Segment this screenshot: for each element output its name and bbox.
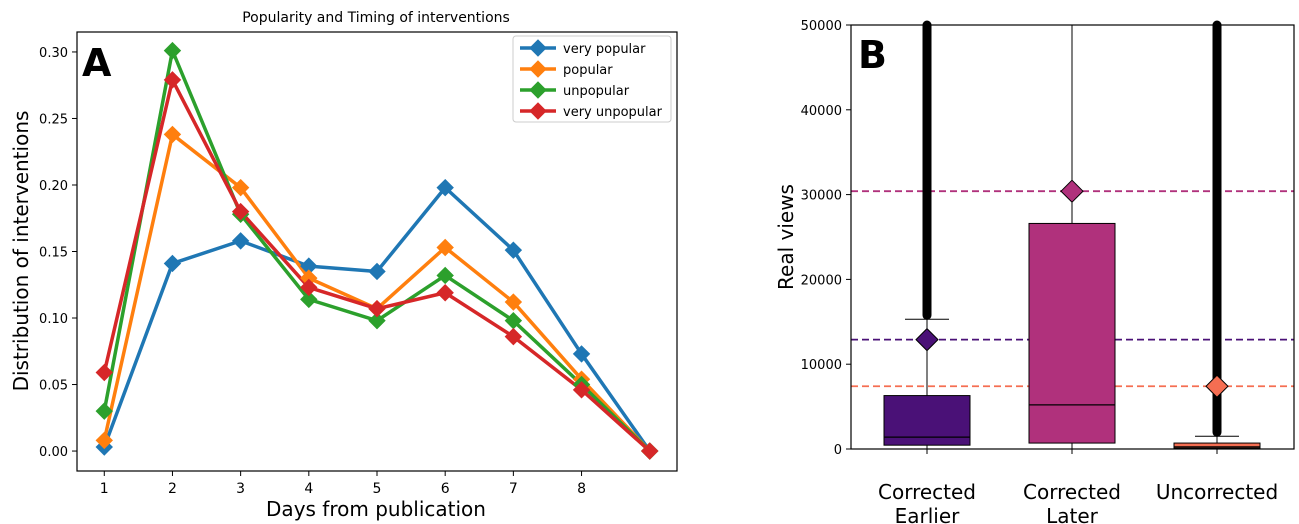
data-point-very-popular xyxy=(572,345,591,363)
mean-marker xyxy=(915,327,939,352)
x-tick-label: Later xyxy=(1046,504,1099,524)
x-tick-label: Corrected xyxy=(878,480,976,504)
data-point-popular xyxy=(95,431,113,450)
y-tick-label: 0.15 xyxy=(39,246,68,261)
legend-label-very-popular: very popular xyxy=(563,42,646,57)
y-tick-label: 50000 xyxy=(801,19,842,34)
y-tick-label: 0.25 xyxy=(39,112,68,127)
y-tick-label: 0 xyxy=(834,443,842,458)
x-tick-label: 8 xyxy=(577,481,586,497)
data-point-very-popular xyxy=(504,241,523,259)
boxes xyxy=(883,20,1261,450)
y-axis-label: Real views xyxy=(774,184,798,290)
x-tick-label: Earlier xyxy=(895,504,961,524)
plot-frame xyxy=(850,24,1295,450)
data-point-very-unpopular xyxy=(300,278,318,297)
data-point-very-popular xyxy=(436,178,454,197)
mean-marker xyxy=(1205,374,1229,398)
x-tick-label: 1 xyxy=(100,481,109,497)
data-point-very-unpopular xyxy=(504,327,523,346)
data-point-very-unpopular xyxy=(163,71,182,89)
panel-label-b: B xyxy=(858,33,887,77)
data-point-unpopular xyxy=(300,290,318,309)
legend-box xyxy=(512,35,672,123)
legend-marker-very-popular xyxy=(529,39,547,57)
legend-label-popular: popular xyxy=(563,63,613,78)
legend-label-very-unpopular: very unpopular xyxy=(563,105,663,120)
x-tick-label: Corrected xyxy=(1023,480,1121,504)
x-tick-label: Uncorrected xyxy=(1156,480,1278,504)
data-point-very-popular xyxy=(163,254,182,273)
x-tick-label: 7 xyxy=(509,481,518,497)
box xyxy=(1028,222,1116,444)
data-point-very-unpopular xyxy=(436,284,454,302)
series-line-popular xyxy=(102,132,651,453)
x-tick-label: 5 xyxy=(373,481,382,497)
x-axis-ticks: 1 2 3 4 5 6 7 8 xyxy=(100,471,586,497)
legend: very popular popular unpopular very unpopul… xyxy=(512,35,672,123)
data-point-very-popular xyxy=(368,262,386,281)
x-tick-label: 2 xyxy=(168,481,177,497)
y-tick-label: 0.10 xyxy=(39,312,68,327)
y-axis-label: Distribution of interventions xyxy=(9,111,33,392)
data-point-very-unpopular xyxy=(572,381,591,399)
data-point-unpopular xyxy=(163,41,182,60)
data-point-popular xyxy=(231,178,250,197)
legend-label-unpopular: unpopular xyxy=(563,84,630,99)
y-tick-label: 0.20 xyxy=(39,179,68,194)
data-point-popular xyxy=(436,238,454,257)
y-tick-label: 0.30 xyxy=(39,46,68,61)
data-point-very-popular xyxy=(231,232,250,250)
y-tick-label: 20000 xyxy=(801,273,842,288)
data-point-very-unpopular xyxy=(641,442,659,460)
data-point-popular xyxy=(504,293,523,311)
legend-marker-unpopular xyxy=(529,81,547,99)
data-point-very-unpopular xyxy=(368,299,386,318)
x-axis-label: Days from publication xyxy=(266,497,486,521)
box xyxy=(1173,442,1261,449)
series-lines xyxy=(95,41,659,460)
data-point-unpopular xyxy=(436,266,454,285)
y-tick-label: 30000 xyxy=(801,189,842,204)
y-axis-ticks: 0 10000 20000 30000 40000 50000 xyxy=(801,19,851,458)
legend-marker-popular xyxy=(529,60,547,78)
panel-label-a: A xyxy=(82,41,112,85)
data-point-unpopular xyxy=(95,402,113,420)
box xyxy=(883,395,971,446)
x-axis-ticks: CorrectedEarlierCorrectedLaterUncorrecte… xyxy=(878,449,1278,524)
y-tick-label: 40000 xyxy=(801,104,842,119)
y-tick-label: 0.00 xyxy=(39,445,68,460)
panel-a-line-chart: Popularity and Timing of interventions 0… xyxy=(9,10,678,521)
data-point-unpopular xyxy=(368,311,386,330)
data-point-very-unpopular xyxy=(95,363,113,382)
legend-marker-very-unpopular xyxy=(529,102,547,120)
data-point-popular xyxy=(163,125,182,144)
data-point-very-unpopular xyxy=(231,202,250,221)
y-axis-ticks: 0.00 0.05 0.10 0.15 0.20 0.25 0.30 xyxy=(39,46,77,460)
y-tick-label: 10000 xyxy=(801,358,842,373)
x-tick-label: 3 xyxy=(236,481,245,497)
mean-marker xyxy=(1060,179,1084,203)
chart-title: Popularity and Timing of interventions xyxy=(242,10,510,26)
plot-frame xyxy=(76,31,678,472)
x-tick-label: 6 xyxy=(441,481,450,497)
y-tick-label: 0.05 xyxy=(39,379,68,394)
x-tick-label: 4 xyxy=(304,481,313,497)
